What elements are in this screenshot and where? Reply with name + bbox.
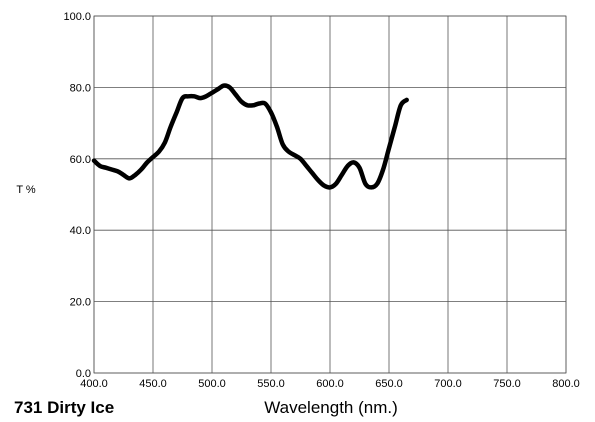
- y-tick-label: 0.0: [76, 368, 91, 380]
- x-axis: 400.0 450.0 500.0 550.0 600.0 650.0 700.0 750.0…: [80, 378, 580, 390]
- series-line: [91, 83, 409, 190]
- x-tick-label: 500.0: [198, 378, 226, 390]
- x-tick-label: 450.0: [139, 378, 167, 390]
- x-axis-label: Wavelength (nm.): [264, 398, 398, 417]
- x-tick-label: 700.0: [434, 378, 462, 390]
- series: [91, 83, 409, 190]
- x-tick-label: 650.0: [375, 378, 403, 390]
- y-tick-label: 20.0: [70, 297, 91, 309]
- x-tick-label: 400.0: [80, 378, 108, 390]
- y-tick-label: 80.0: [70, 82, 91, 94]
- y-axis: 0.0 20.0 40.0 60.0 80.0 100.0: [63, 11, 91, 380]
- y-tick-label: 40.0: [70, 225, 91, 237]
- y-tick-label: 100.0: [63, 11, 91, 23]
- grid: [93, 15, 567, 374]
- x-tick-label: 550.0: [257, 378, 285, 390]
- x-tick-label: 600.0: [316, 378, 344, 390]
- y-tick-label: 60.0: [70, 154, 91, 166]
- plot-border: [93, 15, 567, 374]
- x-tick-label: 800.0: [552, 378, 580, 390]
- y-axis-label: T %: [16, 184, 36, 196]
- chart-title: 731 Dirty Ice: [14, 398, 114, 417]
- x-tick-label: 750.0: [493, 378, 521, 390]
